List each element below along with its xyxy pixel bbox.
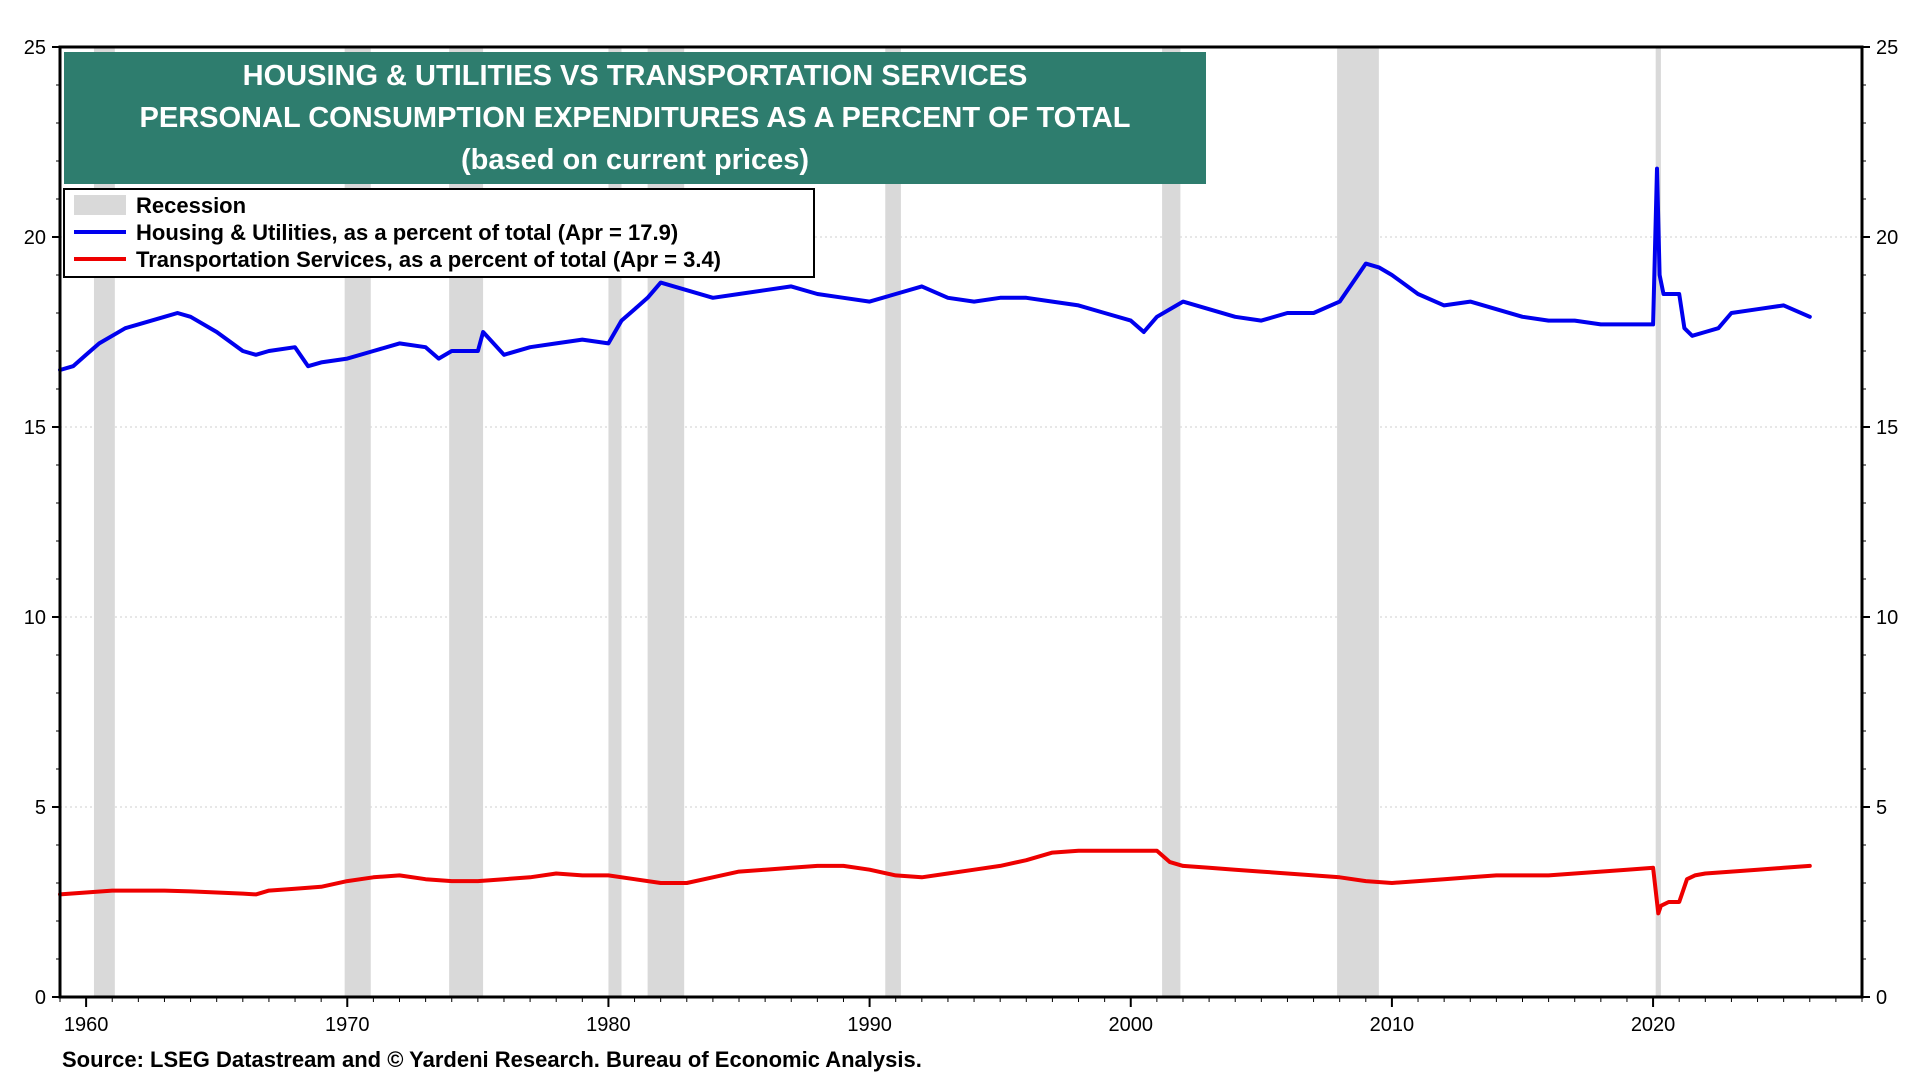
legend-label-transportation: Transportation Services, as a percent of…: [136, 247, 721, 272]
recession-band: [885, 47, 901, 997]
y-tick-label-right: 25: [1876, 37, 1898, 59]
y-tick-label-right: 15: [1876, 417, 1898, 439]
y-tick-label-left: 10: [24, 607, 46, 629]
title-line-1: HOUSING & UTILITIES VS TRANSPORTATION SE…: [243, 60, 1028, 92]
plot-frame: [58, 45, 1864, 999]
recession-band: [608, 47, 622, 997]
y-tick-label-right: 0: [1876, 987, 1887, 1009]
y-tick-label-left: 25: [24, 37, 46, 59]
title-line-3: (based on current prices): [461, 144, 809, 176]
series-line-transportation: [58, 848, 1812, 916]
x-tick-label: 2000: [1109, 1014, 1154, 1036]
legend-label-housing: Housing & Utilities, as a percent of tot…: [136, 220, 678, 245]
legend-swatch-recession: [74, 195, 126, 215]
x-tick-label: 1980: [586, 1014, 631, 1036]
legend-box: [63, 188, 815, 278]
x-tick-label: 1960: [64, 1014, 109, 1036]
y-tick-label-right: 20: [1876, 227, 1898, 249]
y-tick-label-right: 5: [1876, 797, 1887, 819]
y-tick-label-left: 20: [24, 227, 46, 249]
recession-band: [1337, 47, 1379, 997]
title-background: [64, 52, 1206, 184]
y-tick-label-left: 5: [35, 797, 46, 819]
title-line-2: PERSONAL CONSUMPTION EXPENDITURES AS A P…: [140, 102, 1131, 134]
x-tick-label: 2010: [1370, 1014, 1415, 1036]
x-tick-label: 1970: [325, 1014, 370, 1036]
recession-band: [1162, 47, 1181, 997]
legend-label-recession: Recession: [136, 193, 246, 218]
legend: Recession Housing & Utilities, as a perc…: [63, 188, 815, 278]
y-tick-label-right: 10: [1876, 607, 1898, 629]
source-note: Source: LSEG Datastream and © Yardeni Re…: [62, 1047, 922, 1072]
title-box: HOUSING & UTILITIES VS TRANSPORTATION SE…: [64, 52, 1206, 184]
series-line-housing: [58, 166, 1812, 372]
y-tick-label-left: 0: [35, 987, 46, 1009]
series-lines: [58, 166, 1812, 916]
x-tick-label: 1990: [847, 1014, 892, 1036]
recession-band: [93, 47, 115, 997]
recession-band: [1655, 47, 1661, 997]
y-tick-label-left: 15: [24, 417, 46, 439]
x-tick-label: 2020: [1631, 1014, 1676, 1036]
